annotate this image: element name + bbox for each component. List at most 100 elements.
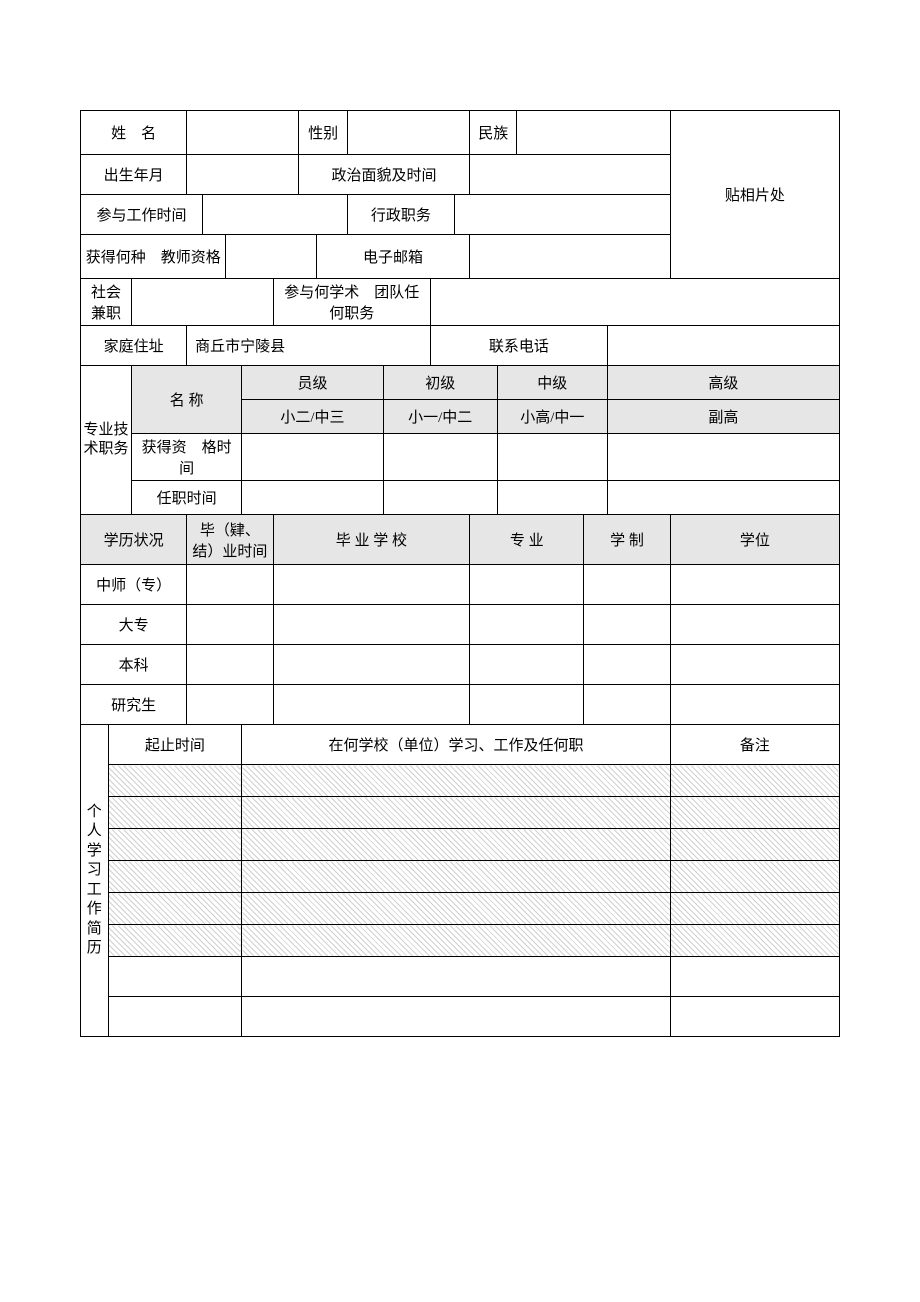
label-degree: 学位	[670, 515, 839, 565]
edu-r3: 本科	[81, 645, 187, 685]
edu-r2-school[interactable]	[273, 605, 470, 645]
res-1-period[interactable]	[108, 765, 242, 797]
edu-r2: 大专	[81, 605, 187, 645]
edu-r3-deg[interactable]	[670, 645, 839, 685]
res-7-period[interactable]	[108, 957, 242, 997]
edu-r4-major[interactable]	[470, 685, 584, 725]
field-phone[interactable]	[607, 326, 839, 366]
label-duration: 学 制	[584, 515, 671, 565]
edu-r1-dur[interactable]	[584, 565, 671, 605]
label-gender: 性别	[298, 111, 348, 155]
field-hire-4[interactable]	[607, 481, 839, 515]
res-4-where[interactable]	[242, 861, 671, 893]
res-2-period[interactable]	[108, 797, 242, 829]
res-3-remark[interactable]	[670, 829, 839, 861]
edu-r2-dur[interactable]	[584, 605, 671, 645]
label-hiretime: 任职时间	[132, 481, 242, 515]
edu-r1-school[interactable]	[273, 565, 470, 605]
label-name: 姓 名	[81, 111, 187, 155]
label-teachcert: 获得何种 教师资格	[81, 235, 226, 279]
label-gradename: 名 称	[132, 366, 242, 434]
field-qual-1[interactable]	[242, 434, 384, 481]
res-3-where[interactable]	[242, 829, 671, 861]
edu-r2-major[interactable]	[470, 605, 584, 645]
field-political[interactable]	[470, 155, 671, 195]
field-birth[interactable]	[187, 155, 299, 195]
res-4-remark[interactable]	[670, 861, 839, 893]
res-2-remark[interactable]	[670, 797, 839, 829]
edu-r3-time[interactable]	[187, 645, 273, 685]
field-hire-1[interactable]	[242, 481, 384, 515]
field-social[interactable]	[132, 279, 274, 326]
label-major: 专 业	[470, 515, 584, 565]
label-adminpost: 行政职务	[348, 195, 454, 235]
res-1-where[interactable]	[242, 765, 671, 797]
field-qual-3[interactable]	[497, 434, 607, 481]
label-phone: 联系电话	[430, 326, 607, 366]
edu-r2-deg[interactable]	[670, 605, 839, 645]
field-qual-2[interactable]	[383, 434, 497, 481]
label-gradschool: 毕 业 学 校	[273, 515, 470, 565]
field-academic[interactable]	[430, 279, 839, 326]
edu-r4-deg[interactable]	[670, 685, 839, 725]
label-workstart: 参与工作时间	[81, 195, 203, 235]
label-email: 电子邮箱	[316, 235, 469, 279]
edu-r4-dur[interactable]	[584, 685, 671, 725]
edu-r2-time[interactable]	[187, 605, 273, 645]
label-ethnic: 民族	[470, 111, 517, 155]
field-qual-4[interactable]	[607, 434, 839, 481]
res-6-where[interactable]	[242, 925, 671, 957]
edu-r1-major[interactable]	[470, 565, 584, 605]
edu-r1-deg[interactable]	[670, 565, 839, 605]
edu-r1: 中师（专）	[81, 565, 187, 605]
res-6-remark[interactable]	[670, 925, 839, 957]
level-r1c4: 高级	[607, 366, 839, 400]
label-wherework: 在何学校（单位）学习、工作及任何职	[242, 725, 671, 765]
level-r1c2: 初级	[383, 366, 497, 400]
photo-area: 贴相片处	[670, 111, 839, 279]
edu-r3-major[interactable]	[470, 645, 584, 685]
field-ethnic[interactable]	[517, 111, 670, 155]
field-gender[interactable]	[348, 111, 470, 155]
res-5-where[interactable]	[242, 893, 671, 925]
field-workstart[interactable]	[202, 195, 347, 235]
level-r2c3: 小高/中一	[497, 400, 607, 434]
edu-r4-school[interactable]	[273, 685, 470, 725]
edu-r3-dur[interactable]	[584, 645, 671, 685]
edu-r3-school[interactable]	[273, 645, 470, 685]
label-political: 政治面貌及时间	[298, 155, 469, 195]
label-academic: 参与何学术 团队任何职务	[273, 279, 430, 326]
field-email[interactable]	[470, 235, 671, 279]
edu-r1-time[interactable]	[187, 565, 273, 605]
label-gradtime: 毕（肄、结）业时间	[187, 515, 273, 565]
res-2-where[interactable]	[242, 797, 671, 829]
res-8-where[interactable]	[242, 997, 671, 1037]
res-4-period[interactable]	[108, 861, 242, 893]
edu-r4-time[interactable]	[187, 685, 273, 725]
field-teachcert[interactable]	[226, 235, 316, 279]
field-name[interactable]	[187, 111, 299, 155]
label-social: 社会兼职	[81, 279, 132, 326]
res-1-remark[interactable]	[670, 765, 839, 797]
label-edustatus: 学历状况	[81, 515, 187, 565]
field-address[interactable]: 商丘市宁陵县	[187, 326, 431, 366]
label-address: 家庭住址	[81, 326, 187, 366]
res-3-period[interactable]	[108, 829, 242, 861]
res-7-remark[interactable]	[670, 957, 839, 997]
field-hire-3[interactable]	[497, 481, 607, 515]
level-r1c1: 员级	[242, 366, 384, 400]
label-remark: 备注	[670, 725, 839, 765]
edu-r4: 研究生	[81, 685, 187, 725]
level-r2c2: 小一/中二	[383, 400, 497, 434]
res-8-period[interactable]	[108, 997, 242, 1037]
res-5-period[interactable]	[108, 893, 242, 925]
res-6-period[interactable]	[108, 925, 242, 957]
label-resume: 个人学习工作简历	[81, 725, 109, 1037]
res-8-remark[interactable]	[670, 997, 839, 1037]
level-r2c4: 副高	[607, 400, 839, 434]
label-techpost: 专业技术职务	[81, 366, 132, 515]
field-hire-2[interactable]	[383, 481, 497, 515]
res-7-where[interactable]	[242, 957, 671, 997]
field-adminpost[interactable]	[454, 195, 670, 235]
res-5-remark[interactable]	[670, 893, 839, 925]
